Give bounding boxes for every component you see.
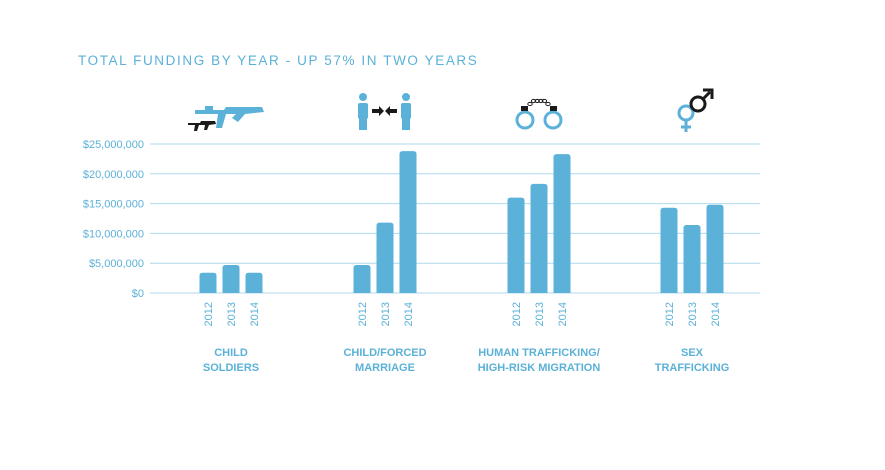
- bar: [353, 264, 371, 293]
- grid: [150, 143, 760, 294]
- year-label: 2012: [203, 302, 215, 326]
- category-label: TRAFFICKING: [655, 362, 730, 374]
- year-label: 2014: [403, 302, 415, 326]
- bar: [530, 183, 548, 293]
- y-tick-label: $0: [132, 288, 144, 300]
- category-label: SEX: [681, 347, 704, 359]
- category-labels: CHILD SOLDIERS CHILD/FORCED MARRIAGE HUMAN T…: [203, 347, 729, 374]
- category-label: HIGH-RISK MIGRATION: [478, 362, 601, 374]
- y-tick-label: $20,000,000: [83, 169, 144, 181]
- year-label: 2014: [557, 302, 569, 326]
- handcuffs-icon: [515, 98, 563, 130]
- y-tick-label: $5,000,000: [89, 258, 144, 270]
- bar: [199, 272, 217, 293]
- year-label: 2013: [687, 302, 699, 326]
- year-label: 2012: [511, 302, 523, 326]
- category-label: MARRIAGE: [355, 362, 415, 374]
- chart-title: TOTAL FUNDING BY YEAR - UP 57% IN TWO YE…: [78, 53, 478, 68]
- bars: [199, 151, 724, 293]
- bar: [222, 264, 240, 293]
- year-label: 2012: [664, 302, 676, 326]
- bar: [507, 197, 525, 293]
- bar: [399, 151, 417, 293]
- category-label: CHILD: [214, 347, 248, 359]
- y-tick-label: $25,000,000: [83, 139, 144, 151]
- people-exchange-icon: [358, 93, 411, 130]
- year-labels: 2012 2013 2014 2012 2013 2014 2012 2013 2014 2012…: [203, 302, 722, 326]
- bar: [660, 207, 678, 293]
- category-label: HUMAN TRAFFICKING/: [478, 347, 600, 359]
- bar: [376, 222, 394, 293]
- bar: [706, 204, 724, 293]
- category-icons: [188, 88, 714, 132]
- bar: [553, 154, 571, 293]
- y-tick-label: $10,000,000: [83, 228, 144, 240]
- year-label: 2014: [710, 302, 722, 326]
- year-label: 2012: [357, 302, 369, 326]
- year-label: 2013: [380, 302, 392, 326]
- year-label: 2013: [226, 302, 238, 326]
- bar: [683, 225, 701, 293]
- y-axis-ticks: $0 $5,000,000 $10,000,000 $15,000,000 $20,00…: [83, 139, 144, 300]
- y-tick-label: $15,000,000: [83, 199, 144, 211]
- bar: [245, 272, 263, 293]
- category-label: CHILD/FORCED: [343, 347, 426, 359]
- category-label: SOLDIERS: [203, 362, 259, 374]
- year-label: 2013: [534, 302, 546, 326]
- rifle-icon: [188, 106, 264, 131]
- year-label: 2014: [249, 302, 261, 326]
- gender-symbols-icon: [677, 88, 714, 132]
